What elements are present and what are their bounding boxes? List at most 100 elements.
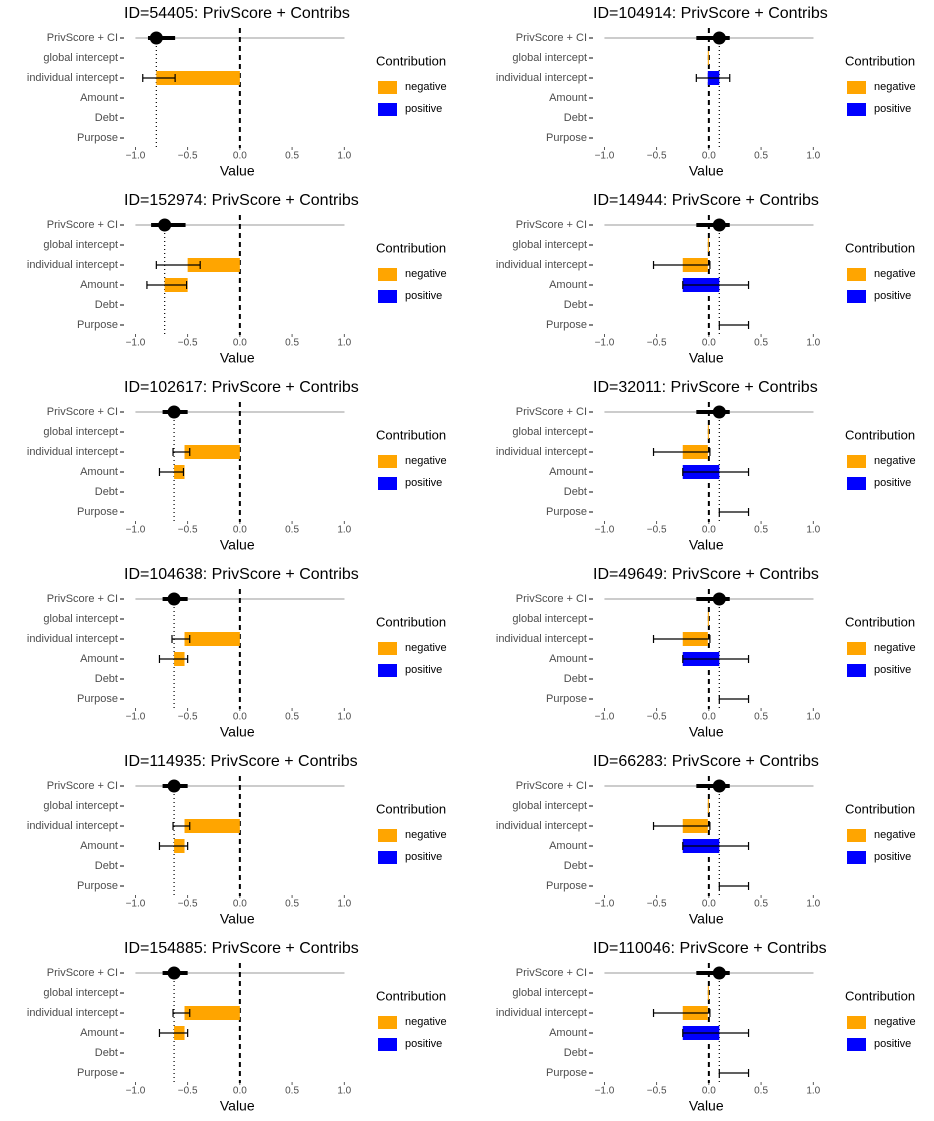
x-tick-label: 1.0 [806, 712, 820, 723]
legend-label: positive [405, 664, 442, 676]
x-tick-label: 0.5 [754, 899, 768, 910]
error-bar [158, 655, 189, 663]
privscore-point [712, 592, 726, 606]
legend-key [847, 290, 866, 303]
y-tick-label: global intercept [512, 239, 587, 251]
chart-title: ID=66283: PrivScore + Contribs [593, 753, 819, 770]
error-bar [652, 635, 711, 643]
y-tick-label: global intercept [43, 52, 118, 64]
x-tick-label: −0.5 [647, 525, 667, 536]
privscore-point [167, 779, 181, 793]
x-axis-label: Value [689, 537, 724, 553]
privscore-point [712, 966, 726, 980]
y-tick-label: Debt [564, 860, 587, 872]
y-tick-label: PrivScore + CI [516, 406, 587, 418]
legend-key [378, 81, 397, 94]
y-tick-label: Amount [80, 466, 118, 478]
legend-key [847, 477, 866, 490]
contribution-bar [707, 238, 709, 252]
legend-label: negative [405, 642, 447, 654]
error-bar [652, 448, 711, 456]
x-tick-label: −1.0 [595, 1086, 615, 1097]
y-tick-label: Purpose [546, 132, 587, 144]
x-axis-label: Value [689, 350, 724, 366]
error-bar [158, 842, 189, 850]
y-tick-label: Amount [80, 92, 118, 104]
error-bar [652, 822, 711, 830]
legend-label: positive [874, 103, 911, 115]
x-tick-label: 1.0 [337, 338, 351, 349]
x-tick-label: 1.0 [806, 151, 820, 162]
x-axis-label: Value [689, 724, 724, 740]
x-tick-label: 0.5 [754, 338, 768, 349]
x-tick-label: 0.0 [233, 338, 247, 349]
chart-title: ID=32011: PrivScore + Contribs [593, 379, 818, 396]
contribution-bar [184, 1006, 240, 1020]
x-tick-label: 0.0 [233, 151, 247, 162]
x-tick-label: −0.5 [178, 712, 198, 723]
x-tick-label: 0.5 [754, 151, 768, 162]
x-tick-label: 0.5 [285, 338, 299, 349]
legend-title: Contribution [376, 988, 446, 1003]
chart-panel: ID=104914: PrivScore + Contribs PrivScore… [496, 5, 916, 178]
legend-key [378, 851, 397, 864]
legend-key [847, 81, 866, 94]
y-tick-label: Debt [95, 1047, 118, 1059]
legend-label: positive [405, 851, 442, 863]
y-tick-label: Debt [95, 112, 118, 124]
x-tick-label: 0.5 [285, 712, 299, 723]
x-tick-label: 0.0 [233, 1086, 247, 1097]
error-bar [158, 1029, 189, 1037]
y-tick-label: Purpose [546, 880, 587, 892]
legend-label: negative [874, 829, 916, 841]
legend-label: positive [405, 103, 442, 115]
legend-key [378, 455, 397, 468]
x-axis-label: Value [220, 911, 255, 927]
x-tick-label: 1.0 [806, 525, 820, 536]
contribution-bar [707, 612, 709, 626]
x-axis-label: Value [220, 163, 255, 179]
x-tick-label: −1.0 [595, 525, 615, 536]
legend-key [378, 103, 397, 116]
y-tick-label: Purpose [77, 880, 118, 892]
y-tick-label: Debt [564, 299, 587, 311]
y-tick-label: PrivScore + CI [47, 219, 118, 231]
privscore-point [712, 405, 726, 419]
y-tick-label: Purpose [77, 1067, 118, 1079]
legend-label: negative [405, 829, 447, 841]
x-tick-label: 0.5 [285, 899, 299, 910]
x-axis-label: Value [220, 537, 255, 553]
y-tick-label: Amount [80, 1027, 118, 1039]
legend-label: positive [405, 1038, 442, 1050]
contribution-bar [707, 799, 709, 813]
x-axis-label: Value [220, 350, 255, 366]
error-bar [172, 448, 191, 456]
chart-panel: ID=54405: PrivScore + Contribs PrivScore … [27, 5, 447, 178]
error-bar [682, 842, 750, 850]
contribution-bar [707, 425, 709, 439]
y-tick-label: global intercept [43, 239, 118, 251]
legend-title: Contribution [376, 53, 446, 68]
y-tick-label: global intercept [512, 987, 587, 999]
x-tick-label: −0.5 [647, 712, 667, 723]
legend-key [378, 268, 397, 281]
error-bar [682, 468, 750, 476]
legend-label: negative [874, 268, 916, 280]
y-tick-label: PrivScore + CI [47, 32, 118, 44]
chart-title: ID=14944: PrivScore + Contribs [593, 192, 819, 209]
error-bar [682, 281, 750, 289]
contribution-bar [184, 819, 240, 833]
legend-label: positive [405, 477, 442, 489]
x-tick-label: −0.5 [178, 338, 198, 349]
legend-key [378, 290, 397, 303]
legend-title: Contribution [376, 240, 446, 255]
legend-label: positive [874, 851, 911, 863]
legend-label: negative [405, 268, 447, 280]
chart-panel: ID=32011: PrivScore + Contribs PrivScore … [496, 379, 916, 552]
y-tick-label: individual intercept [27, 72, 118, 84]
error-bar [682, 655, 750, 663]
legend-title: Contribution [845, 427, 915, 442]
error-bar [172, 1009, 191, 1017]
y-tick-label: Debt [95, 860, 118, 872]
privscore-point [167, 405, 181, 419]
